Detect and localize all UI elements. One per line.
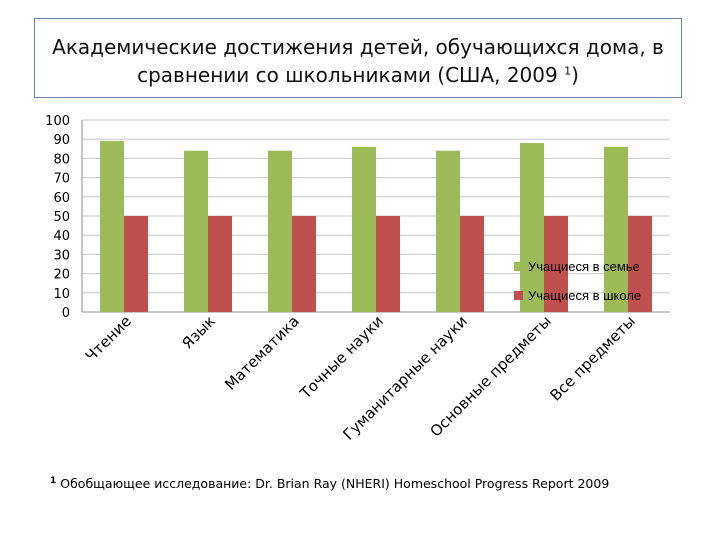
x-category-label-0: Чтение — [82, 312, 135, 365]
bar-school-0 — [124, 216, 148, 312]
y-tick-label-10: 10 — [53, 287, 70, 302]
bar-home-1 — [184, 150, 208, 312]
bar-school-3 — [376, 216, 400, 312]
y-tick-label-70: 70 — [53, 172, 70, 187]
chart-title-line-2: сравнении со школьниками (США, 2009 1) — [35, 63, 681, 87]
bar-home-6 — [604, 146, 628, 312]
footnote-mark: 1 — [50, 476, 57, 486]
x-category-label-2: Математика — [221, 312, 303, 394]
title-footnote-mark: 1 — [564, 64, 572, 78]
bar-home-4 — [436, 150, 460, 312]
y-tick-label-60: 60 — [53, 191, 70, 206]
bar-school-4 — [460, 216, 484, 312]
x-category-label-3: Точные науки — [296, 312, 387, 403]
bar-home-3 — [352, 146, 376, 312]
chart-title-line-1: Академические достижения детей, обучающи… — [52, 35, 664, 59]
x-category-label-1: Язык — [178, 312, 219, 353]
legend-label-0: Учащиеся в семье — [528, 259, 640, 274]
y-tick-label-40: 40 — [53, 229, 70, 244]
y-tick-label-20: 20 — [53, 268, 70, 283]
chart-title-line-2-text: сравнении со школьниками (США, 2009 — [137, 63, 558, 87]
bar-school-1 — [208, 216, 232, 312]
y-tick-label-30: 30 — [53, 248, 70, 263]
y-tick-label-50: 50 — [53, 210, 70, 225]
bar-home-5 — [520, 143, 544, 312]
y-tick-label-100: 100 — [45, 114, 70, 129]
x-category-label-6: Все предметы — [546, 312, 638, 404]
bar-chart: 0 10 20 30 40 50 60 70 80 90 100 Чтение Язык Математи… — [45, 114, 670, 444]
legend-label-1: Учащиеся в школе — [528, 288, 641, 303]
bar-school-2 — [292, 216, 316, 312]
y-tick-label-0: 0 — [62, 306, 70, 321]
legend-swatch-0 — [514, 262, 523, 271]
y-tick-label-90: 90 — [53, 133, 70, 148]
bar-school-6 — [628, 216, 652, 312]
bar-school-5 — [544, 216, 568, 312]
legend-swatch-1 — [514, 291, 523, 300]
y-tick-label-80: 80 — [53, 152, 70, 167]
footnote: 1 Обобщающее исследование: Dr. Brian Ray… — [50, 476, 690, 491]
chart-title-box: Академические достижения детей, обучающи… — [34, 18, 682, 98]
title-close-paren: ) — [571, 63, 579, 87]
footnote-text: Обобщающее исследование: Dr. Brian Ray (… — [60, 476, 610, 492]
bar-home-2 — [268, 150, 292, 312]
bar-home-0 — [100, 141, 124, 312]
